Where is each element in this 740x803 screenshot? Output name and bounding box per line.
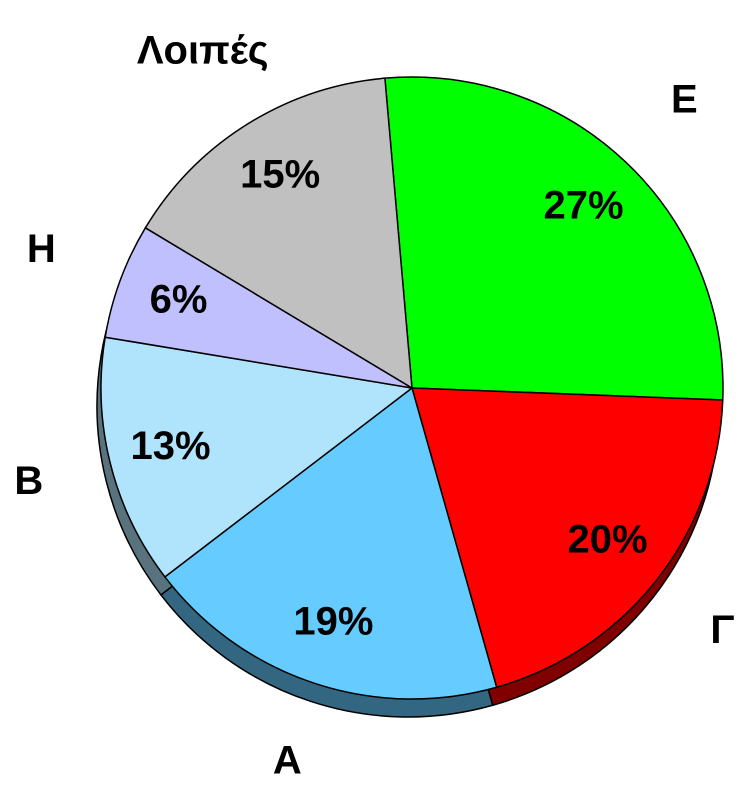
pie-slice — [144, 77, 413, 390]
pie-slice — [410, 387, 724, 689]
value-label: 6% — [150, 278, 208, 322]
pie-slice — [100, 336, 414, 578]
value-label: 20% — [567, 517, 647, 561]
value-label: 13% — [131, 424, 211, 468]
value-label: 15% — [240, 153, 320, 197]
category-label: Α — [273, 738, 302, 782]
value-label: 19% — [293, 600, 373, 644]
category-label: Γ — [710, 608, 734, 652]
value-label: 27% — [544, 183, 624, 227]
pie-slice — [163, 386, 498, 700]
pie-slice — [384, 76, 724, 401]
category-label: Λοιπές — [137, 29, 269, 73]
category-label: Ε — [671, 78, 698, 122]
category-label: Β — [14, 459, 43, 503]
category-label: Η — [27, 227, 56, 271]
